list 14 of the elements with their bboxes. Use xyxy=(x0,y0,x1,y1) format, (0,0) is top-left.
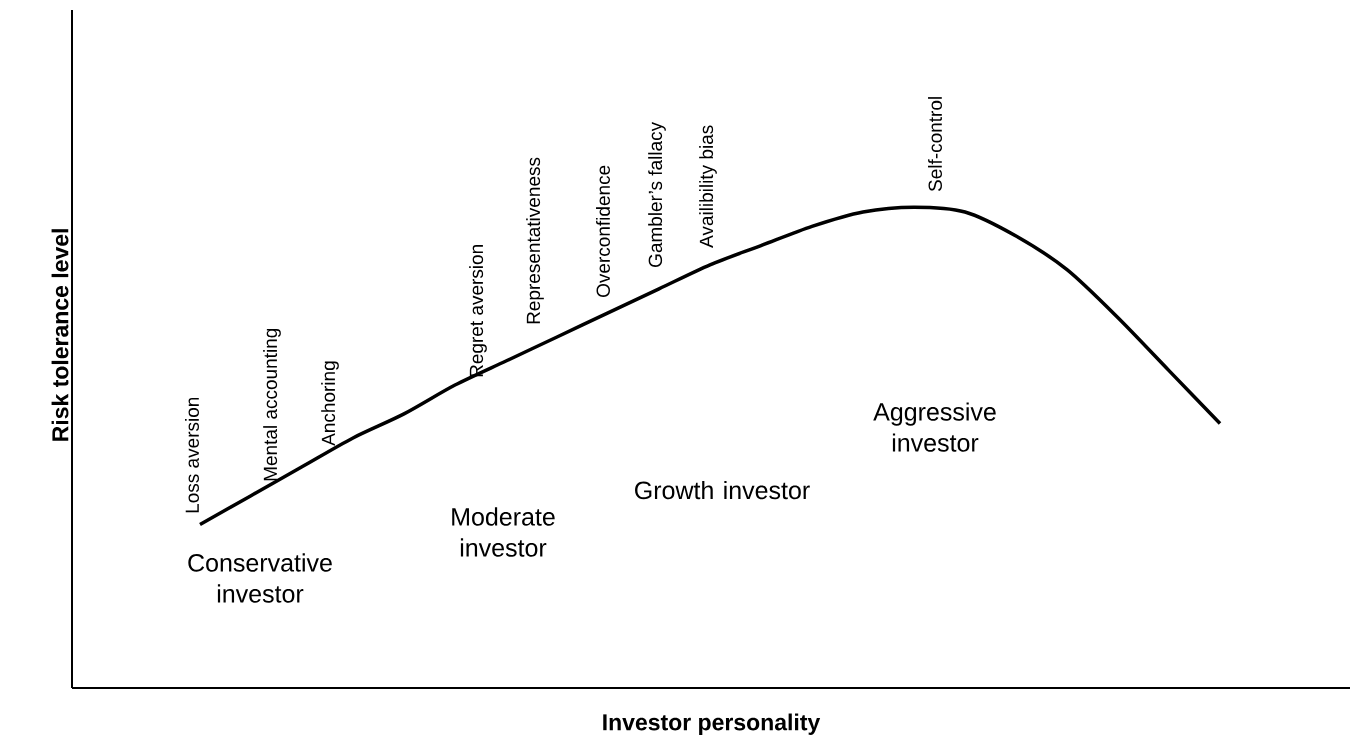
annotation: Representativeness xyxy=(526,157,544,324)
annotation: Moderate investor xyxy=(452,507,555,557)
annotation: Conservative investor xyxy=(188,553,332,603)
annotation: Loss aversion xyxy=(185,397,199,513)
annotation: Availibility bias xyxy=(699,125,717,248)
annotation: Aggressive investor xyxy=(873,402,996,452)
annotation: Anchoring xyxy=(321,361,339,446)
annotation: Gambler’s fallacy xyxy=(648,121,666,267)
text: Self-control xyxy=(928,97,942,192)
annotation: Growth investor xyxy=(635,480,810,500)
annotation: Overconfidence xyxy=(596,165,610,298)
annotation: Mental accounting xyxy=(263,328,281,481)
y-axis-title: Risk tolerance level xyxy=(51,229,69,441)
x-axis-title: Investor personality xyxy=(603,713,821,735)
